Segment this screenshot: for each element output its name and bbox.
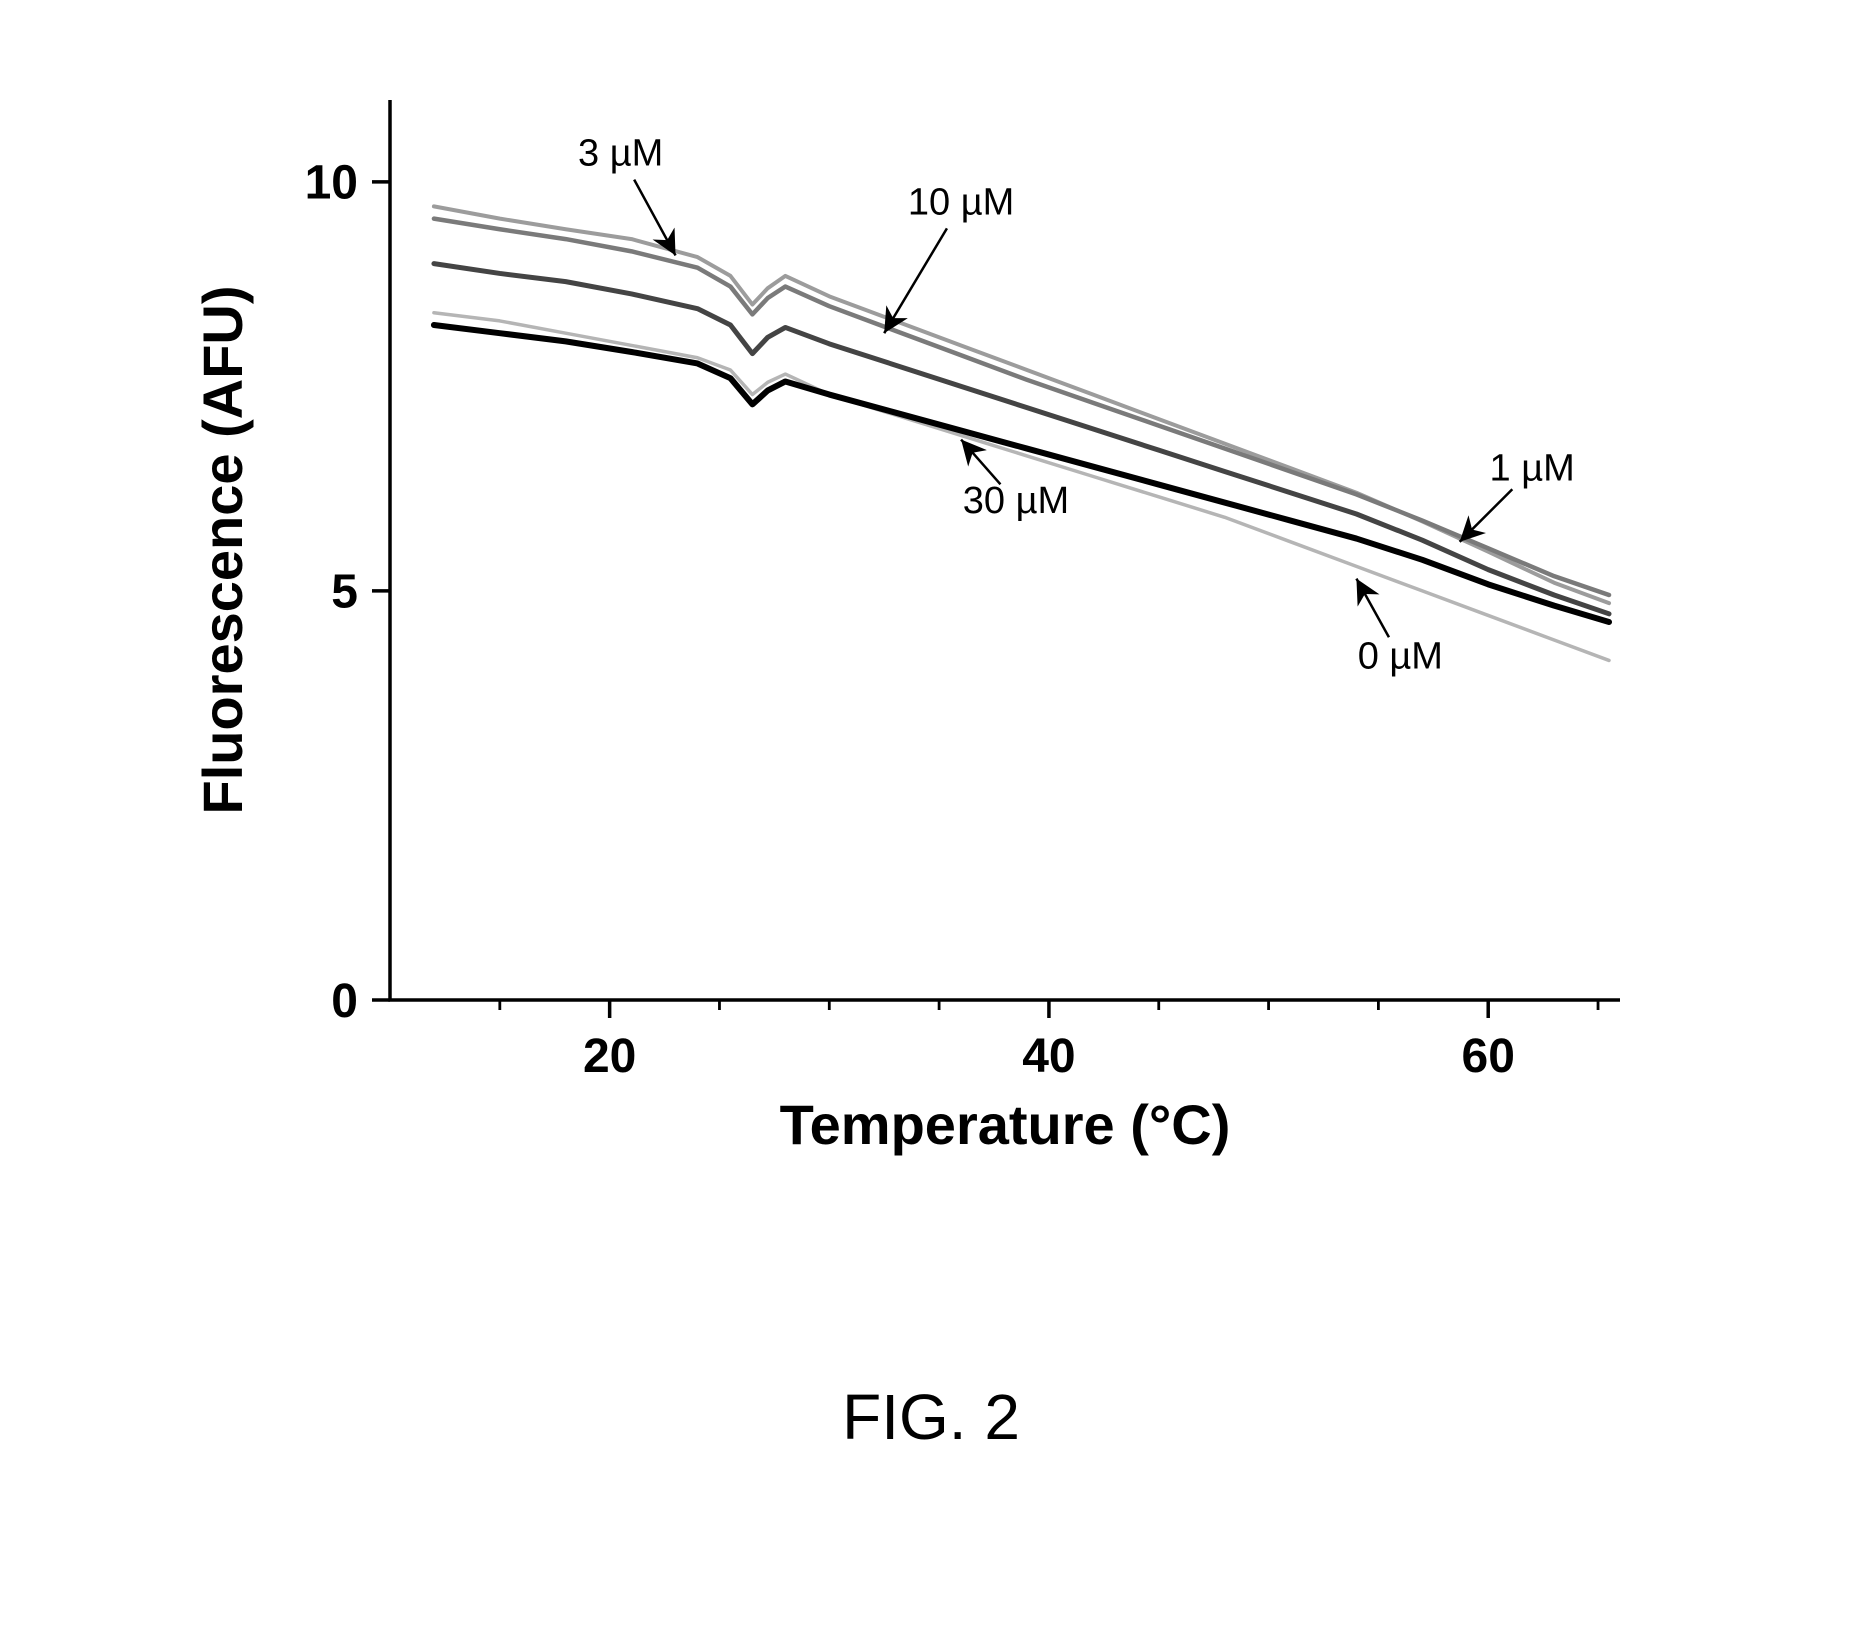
x-tick-label: 20 xyxy=(583,1030,636,1083)
figure-caption: FIG. 2 xyxy=(0,1380,1862,1454)
x-tick-label: 60 xyxy=(1462,1030,1515,1083)
y-axis-label: Fluorescence (AFU) xyxy=(200,286,254,815)
series-annotation-label: 1 µM xyxy=(1490,447,1575,489)
fluorescence-chart: 20 40 60 0 5 10 Temperature (°C) Fluorescence (… xyxy=(200,80,1660,1180)
chart-svg: 20 40 60 0 5 10 Temperature (°C) Fluorescence (… xyxy=(200,80,1660,1180)
series-annotation-label: 30 µM xyxy=(963,480,1069,522)
y-tick-label: 5 xyxy=(331,566,358,619)
series-annotation-arrow xyxy=(1460,489,1513,542)
series-annotation-arrow xyxy=(884,228,947,333)
x-tick-label: 40 xyxy=(1022,1030,1075,1083)
series-annotation-label: 0 µM xyxy=(1358,636,1443,678)
series-annotation-label: 10 µM xyxy=(908,182,1014,224)
y-tick-label: 0 xyxy=(331,975,358,1028)
y-tick-label: 10 xyxy=(305,157,358,210)
series-annotation-arrow xyxy=(1356,579,1389,638)
x-axis-label: Temperature (°C) xyxy=(780,1093,1231,1156)
series-annotation-label: 3 µM xyxy=(578,132,663,174)
axes xyxy=(390,100,1620,1000)
